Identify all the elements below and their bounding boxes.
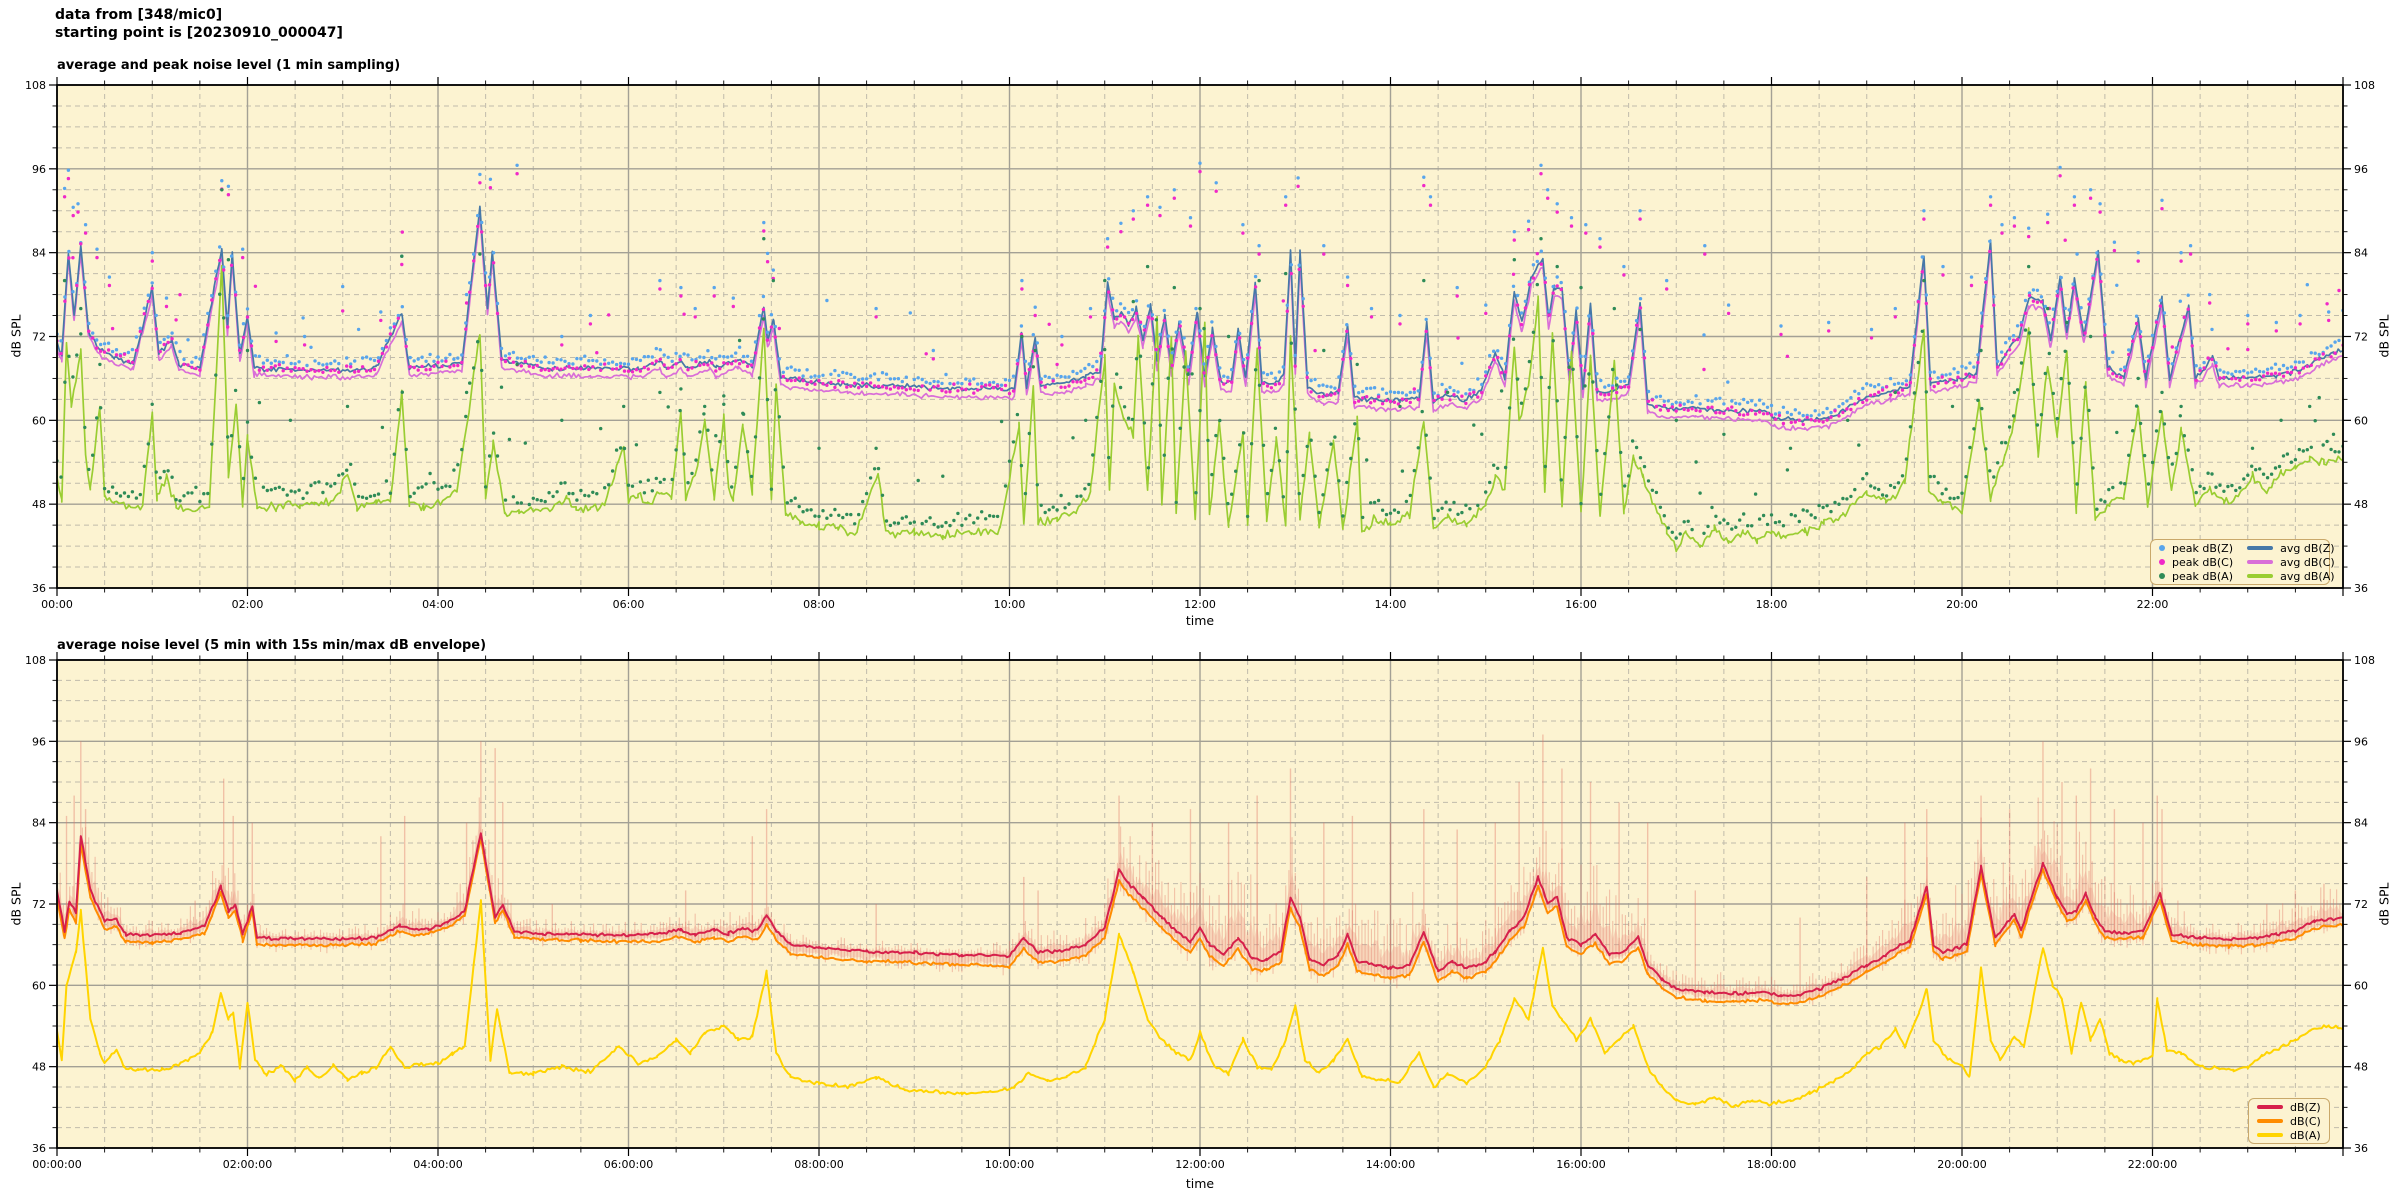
svg-text:96: 96 (2354, 163, 2368, 176)
legend-entry-avg-db-c-: avg dB(C) (2247, 556, 2335, 569)
svg-text:96: 96 (32, 163, 46, 176)
chart1-title: average and peak noise level (1 min samp… (57, 58, 401, 73)
svg-text:36: 36 (32, 582, 46, 595)
legend-label: dB(Z) (2290, 1100, 2321, 1114)
svg-text:02:00: 02:00 (232, 598, 264, 611)
legend-entry-avg-db-a-: avg dB(A) (2247, 570, 2335, 583)
svg-text:96: 96 (32, 735, 46, 748)
svg-text:12:00:00: 12:00:00 (1175, 1158, 1224, 1171)
chart1-xaxis-label: time (1185, 613, 1215, 628)
legend-line-marker (2247, 560, 2274, 564)
svg-text:84: 84 (32, 247, 46, 260)
svg-text:36: 36 (2354, 582, 2368, 595)
legend-dot-marker (2159, 559, 2165, 565)
legend-label: peak dB(Z) (2172, 541, 2234, 555)
legend-label: avg dB(C) (2280, 555, 2335, 569)
legend-entry-peak-db-z-: peak dB(Z) (2159, 542, 2233, 555)
svg-text:108: 108 (2354, 654, 2375, 667)
svg-text:108: 108 (25, 654, 46, 667)
svg-text:48: 48 (32, 498, 46, 511)
chart1-yaxis-label-left: dB SPL (8, 314, 24, 358)
legend-entry-avg-db-z-: avg dB(Z) (2247, 542, 2335, 555)
svg-text:02:00:00: 02:00:00 (223, 1158, 272, 1171)
svg-text:60: 60 (2354, 979, 2368, 992)
legend-dot-marker (2159, 545, 2165, 551)
svg-text:36: 36 (2354, 1142, 2368, 1155)
svg-text:48: 48 (2354, 1061, 2368, 1074)
svg-text:08:00: 08:00 (803, 598, 835, 611)
legend-label: peak dB(C) (2172, 555, 2234, 569)
svg-text:84: 84 (2354, 817, 2368, 830)
legend-label: dB(A) (2290, 1128, 2321, 1142)
svg-text:20:00:00: 20:00:00 (1937, 1158, 1986, 1171)
legend-line-marker (2257, 1119, 2283, 1123)
legend-entry-peak-db-a-: peak dB(A) (2159, 570, 2233, 583)
svg-text:36: 36 (32, 1142, 46, 1155)
svg-text:16:00: 16:00 (1565, 598, 1597, 611)
legend-line-marker (2257, 1105, 2283, 1109)
svg-text:60: 60 (32, 979, 46, 992)
svg-text:04:00: 04:00 (422, 598, 454, 611)
svg-text:18:00:00: 18:00:00 (1747, 1158, 1796, 1171)
svg-text:60: 60 (32, 414, 46, 427)
legend-entry-db-c-: dB(C) (2257, 1115, 2321, 1128)
svg-text:22:00: 22:00 (2137, 598, 2169, 611)
svg-text:108: 108 (25, 79, 46, 92)
header-line-2: starting point is [20230910_000047] (55, 25, 343, 41)
svg-text:84: 84 (2354, 247, 2368, 260)
svg-text:48: 48 (2354, 498, 2368, 511)
chart1-legend: peak dB(Z) avg dB(Z) peak dB(C) avg dB(C) pe… (2150, 539, 2335, 585)
chart2-yaxis-label-left: dB SPL (8, 882, 24, 926)
legend-label: dB(C) (2290, 1114, 2321, 1128)
chart2-title: average noise level (5 min with 15s min/… (57, 638, 487, 653)
svg-text:48: 48 (32, 1061, 46, 1074)
svg-text:84: 84 (32, 817, 46, 830)
svg-text:12:00: 12:00 (1184, 598, 1216, 611)
svg-text:22:00:00: 22:00:00 (2128, 1158, 2177, 1171)
svg-text:04:00:00: 04:00:00 (413, 1158, 462, 1171)
svg-text:10:00: 10:00 (994, 598, 1026, 611)
svg-text:96: 96 (2354, 735, 2368, 748)
svg-text:72: 72 (2354, 898, 2368, 911)
legend-line-marker (2247, 574, 2274, 578)
svg-text:14:00:00: 14:00:00 (1366, 1158, 1415, 1171)
svg-text:60: 60 (2354, 414, 2368, 427)
svg-text:10:00:00: 10:00:00 (985, 1158, 1034, 1171)
header-line-1: data from [348/mic0] (55, 7, 223, 23)
legend-entry-db-z-: dB(Z) (2257, 1101, 2321, 1114)
svg-text:72: 72 (32, 898, 46, 911)
legend-label: avg dB(A) (2280, 569, 2335, 583)
chart1-yaxis-label-right: dB SPL (2376, 314, 2392, 358)
legend-label: peak dB(A) (2172, 569, 2233, 583)
svg-text:72: 72 (2354, 331, 2368, 344)
svg-text:14:00: 14:00 (1375, 598, 1407, 611)
svg-text:18:00: 18:00 (1756, 598, 1788, 611)
chart2-yaxis-label-right: dB SPL (2376, 882, 2392, 926)
svg-text:108: 108 (2354, 79, 2375, 92)
chart2-legend: dB(Z) dB(C) dB(A) (2248, 1098, 2330, 1144)
svg-text:06:00: 06:00 (613, 598, 645, 611)
svg-text:00:00: 00:00 (41, 598, 73, 611)
svg-text:00:00:00: 00:00:00 (32, 1158, 81, 1171)
legend-entry-peak-db-c-: peak dB(C) (2159, 556, 2233, 569)
svg-text:06:00:00: 06:00:00 (604, 1158, 653, 1171)
svg-text:20:00: 20:00 (1946, 598, 1978, 611)
svg-text:08:00:00: 08:00:00 (794, 1158, 843, 1171)
svg-text:16:00:00: 16:00:00 (1556, 1158, 1605, 1171)
legend-line-marker (2247, 546, 2274, 550)
chart2-xaxis-label: time (1185, 1176, 1215, 1191)
legend-dot-marker (2159, 573, 2165, 579)
legend-label: avg dB(Z) (2280, 541, 2335, 555)
svg-text:72: 72 (32, 331, 46, 344)
legend-entry-db-a-: dB(A) (2257, 1129, 2321, 1142)
legend-line-marker (2257, 1133, 2283, 1137)
